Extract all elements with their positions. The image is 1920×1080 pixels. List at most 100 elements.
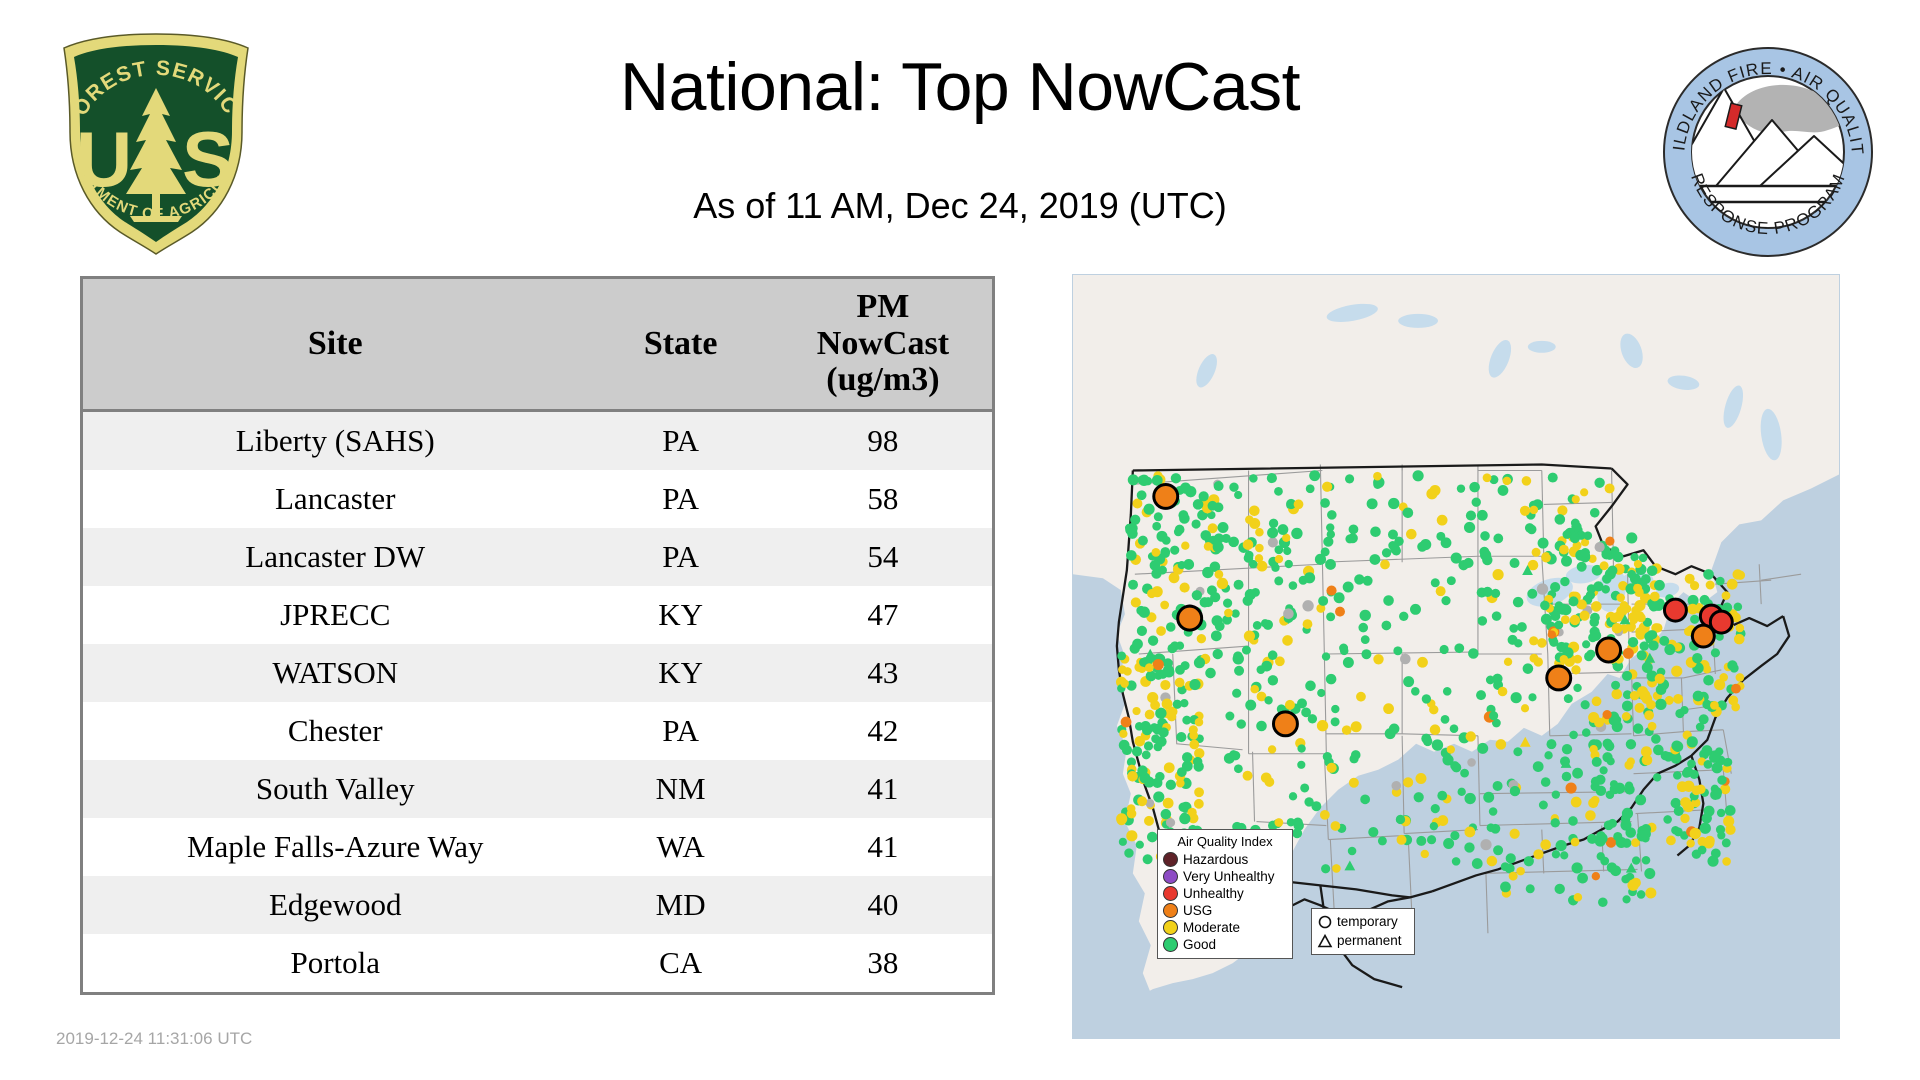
highlighted-site-marker[interactable]	[1176, 604, 1204, 632]
aqi-legend-row: Hazardous	[1163, 851, 1287, 868]
temporary-monitor-marker	[1629, 691, 1640, 701]
pm-nowcast-line2: NowCast	[816, 324, 950, 362]
temporary-monitor-marker	[1631, 838, 1640, 848]
temporary-monitor-marker	[1228, 536, 1239, 548]
temporary-monitor-marker	[1139, 657, 1149, 667]
temporary-monitor-marker	[1565, 782, 1577, 794]
temporary-monitor-marker	[1449, 724, 1459, 733]
temporary-monitor-marker	[1301, 707, 1311, 718]
temporary-monitor-marker	[1620, 819, 1632, 831]
temporary-monitor-marker	[1155, 707, 1167, 719]
highlighted-site-marker[interactable]	[1152, 482, 1180, 510]
temporary-monitor-marker	[1193, 798, 1204, 809]
temporary-monitor-marker	[1671, 665, 1683, 677]
page-title: National: Top NowCast	[620, 49, 1300, 125]
temporary-monitor-marker	[1550, 581, 1561, 593]
temporary-monitor-marker	[1486, 855, 1498, 867]
temporary-monitor-marker	[1627, 569, 1636, 579]
temporary-monitor-marker	[1268, 518, 1279, 529]
temporary-monitor-marker	[1136, 605, 1146, 616]
temporary-monitor-marker	[1162, 797, 1174, 809]
temporary-monitor-marker	[1180, 698, 1189, 708]
temporary-monitor-marker	[1664, 644, 1676, 656]
temporary-monitor-marker	[1562, 530, 1572, 539]
temporary-monitor-marker	[1532, 761, 1544, 772]
temporary-monitor-marker	[1274, 818, 1284, 827]
usfs-letter-u: U	[76, 115, 132, 203]
temporary-monitor-marker	[1304, 797, 1314, 807]
highlighted-site-marker[interactable]	[1690, 623, 1716, 649]
temporary-monitor-marker	[1634, 599, 1646, 612]
temporary-monitor-marker	[1450, 552, 1462, 564]
temporary-monitor-marker	[1591, 564, 1603, 576]
temporary-monitor-marker	[1611, 680, 1621, 690]
temporary-monitor-marker	[1522, 663, 1534, 674]
temporary-monitor-marker	[1610, 546, 1620, 556]
temporary-monitor-marker	[1420, 849, 1429, 859]
national-aqi-map[interactable]: Air Quality Index Hazardous Very Unhealth…	[1072, 274, 1840, 1039]
aqi-legend-row: USG	[1163, 902, 1287, 919]
temporary-monitor-marker	[1509, 828, 1520, 839]
temporary-monitor-marker	[1717, 775, 1727, 785]
temporary-monitor-marker	[1540, 613, 1552, 625]
highlighted-site-marker[interactable]	[1271, 710, 1299, 738]
temporary-monitor-marker	[1633, 583, 1643, 593]
temporary-monitor-marker	[1332, 864, 1341, 873]
temporary-monitor-marker	[1607, 565, 1618, 576]
column-header-state: State	[587, 279, 774, 412]
temporary-monitor-marker	[1573, 892, 1583, 902]
temporary-monitor-marker	[1573, 654, 1583, 664]
temporary-monitor-marker	[1126, 680, 1137, 691]
temporary-monitor-marker	[1557, 505, 1568, 516]
temporary-monitor-marker	[1341, 725, 1352, 735]
temporary-monitor-marker	[1120, 679, 1129, 688]
temporary-monitor-marker	[1735, 623, 1745, 633]
temporary-monitor-marker	[1160, 600, 1170, 610]
temporary-monitor-marker	[1131, 746, 1143, 757]
legend-label-temporary: temporary	[1337, 913, 1398, 929]
aqi-legend-row: Unhealthy	[1163, 885, 1287, 902]
temporary-monitor-marker	[1176, 732, 1187, 743]
temporary-monitor-marker	[1234, 665, 1245, 676]
temporary-monitor-marker	[1722, 602, 1733, 613]
temporary-monitor-marker	[1141, 750, 1151, 760]
temporary-monitor-marker	[1655, 698, 1667, 711]
highlighted-site-markers[interactable]	[1152, 482, 1734, 738]
highlighted-site-marker[interactable]	[1545, 664, 1573, 692]
temporary-monitor-marker	[1591, 756, 1602, 767]
temporary-monitor-marker	[1417, 541, 1428, 552]
temporary-monitor-marker	[1627, 636, 1639, 648]
temporary-monitor-marker	[1303, 572, 1316, 584]
pm-nowcast-cell: 42	[773, 702, 992, 760]
highlighted-site-marker[interactable]	[1595, 636, 1623, 664]
temporary-monitor-marker	[1497, 686, 1508, 697]
temporary-monitor-marker	[1634, 702, 1645, 713]
site-cell: WATSON	[83, 644, 588, 702]
temporary-monitor-marker	[1576, 599, 1587, 610]
temporary-monitor-marker	[1477, 616, 1488, 626]
aqi-legend-label: Unhealthy	[1183, 885, 1244, 901]
pm-nowcast-cell: 54	[773, 528, 992, 586]
temporary-monitor-marker	[1333, 592, 1345, 604]
temporary-monitor-marker	[1588, 554, 1597, 563]
temporary-monitor-marker	[1383, 703, 1394, 715]
aqi-legend-label: Hazardous	[1183, 851, 1249, 867]
temporary-monitor-marker	[1162, 664, 1174, 676]
table-row: Liberty (SAHS) PA 98	[83, 410, 992, 470]
highlighted-site-marker[interactable]	[1662, 597, 1688, 623]
temporary-monitor-marker	[1701, 745, 1713, 756]
temporary-monitor-marker	[1132, 706, 1141, 716]
temporary-monitor-marker	[1188, 725, 1198, 735]
temporary-monitor-marker	[1611, 715, 1622, 725]
temporary-monitor-marker	[1699, 594, 1710, 605]
temporary-monitor-marker	[1536, 583, 1549, 595]
temporary-monitor-marker	[1327, 510, 1337, 520]
temporary-monitor-marker	[1422, 736, 1433, 747]
pm-nowcast-cell: 43	[773, 644, 992, 702]
temporary-monitor-marker	[1255, 527, 1264, 537]
temporary-monitor-marker	[1305, 680, 1316, 692]
temporary-monitor-marker	[1489, 475, 1499, 485]
fire-flag-icon	[1724, 102, 1743, 131]
highlighted-site-marker[interactable]	[1708, 609, 1734, 635]
temporary-monitor-marker	[1621, 700, 1633, 712]
